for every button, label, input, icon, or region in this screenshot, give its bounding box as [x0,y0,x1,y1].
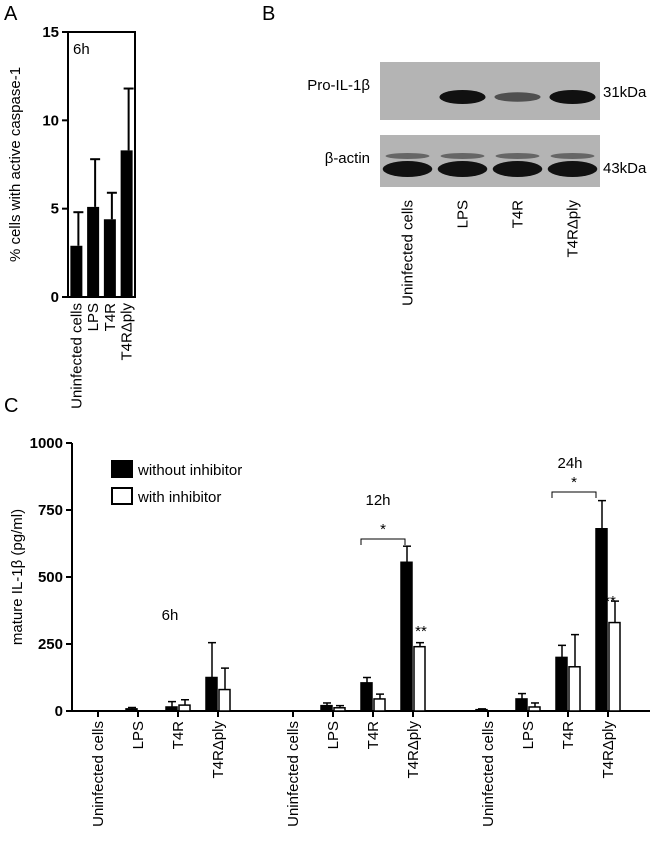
y-tick-label: 10 [42,112,59,129]
x-tick-label: Uninfected cells [90,721,107,827]
bar [205,676,218,712]
bar [373,698,386,712]
x-tick-label: LPS [85,303,102,331]
panel-letter: B [262,3,275,25]
panel-letter: A [4,3,18,25]
y-tick-label: 250 [38,636,63,653]
bar [165,706,178,712]
significance: ** [415,623,427,640]
x-tick-label: T4RΔply [119,303,136,361]
row-label: β-actin [325,150,370,167]
band [549,90,596,104]
bar [608,621,621,712]
bar [320,704,333,712]
band [382,161,433,177]
bar [555,656,568,712]
y-axis-label: mature IL-1β (pg/ml) [9,509,26,645]
y-tick-label: 1000 [30,435,63,452]
plot-frame [67,31,136,298]
y-tick-label: 750 [38,502,63,519]
x-tick-label: Uninfected cells [285,721,302,827]
bar [333,707,346,712]
annotation: 6h [73,41,90,58]
y-tick-label: 0 [51,289,59,306]
bar [515,698,528,712]
band [440,153,485,159]
bar [178,704,191,712]
legend-swatch [111,487,133,505]
x-tick-label: LPS [325,721,342,749]
row-label: Pro-IL-1β [307,77,370,94]
x-tick-label: T4RΔply [405,721,422,779]
bracket [551,491,597,498]
y-tick-label: 5 [51,201,59,218]
group-label: 6h [162,607,179,624]
x-tick-label: T4RΔply [600,721,617,779]
x-tick-label: LPS [130,721,147,749]
lane-label: T4R [510,200,527,229]
legend-swatch [111,460,133,478]
marker-label: 43kDa [603,160,647,177]
lane-label: T4RΔply [565,200,582,258]
band [550,153,595,159]
lane-label: LPS [455,200,472,228]
group-label: 12h [365,492,390,509]
bar [125,708,138,712]
band [439,90,486,104]
panel-letter: C [4,395,18,417]
bar [360,682,373,712]
legend-label: with inhibitor [137,489,221,506]
x-tick-label: T4R [560,721,577,750]
band [494,92,541,102]
bar [528,706,541,712]
y-axis-label: % cells with active caspase-1 [7,67,24,262]
x-tick-label: Uninfected cells [480,721,497,827]
bracket [360,538,406,545]
y-tick-label: 15 [42,24,59,41]
band [547,161,598,177]
bar [413,645,426,712]
marker-label: 31kDa [603,84,647,101]
band [492,161,543,177]
blot-strip [380,135,600,187]
significance: * [380,521,386,538]
significance: * [571,474,577,491]
x-tick-label: T4R [365,721,382,750]
bar [120,150,133,297]
group-label: 24h [557,455,582,472]
lane-label: Uninfected cells [400,200,417,306]
bar [568,666,581,712]
bar [595,528,608,712]
band [385,153,430,159]
bar [400,561,413,712]
bar [103,219,116,297]
bar [218,688,231,712]
y-tick-label: 500 [38,569,63,586]
x-tick-label: T4R [102,303,119,332]
y-tick-label: 0 [55,703,63,720]
bar [475,708,488,712]
bar [70,245,83,297]
x-tick-label: T4RΔply [210,721,227,779]
band [495,153,540,159]
legend-label: without inhibitor [137,462,242,479]
x-tick-label: T4R [170,721,187,750]
bar [87,206,100,297]
band [437,161,488,177]
x-tick-label: Uninfected cells [68,303,85,409]
x-tick-label: LPS [520,721,537,749]
significance: ** [604,593,616,610]
